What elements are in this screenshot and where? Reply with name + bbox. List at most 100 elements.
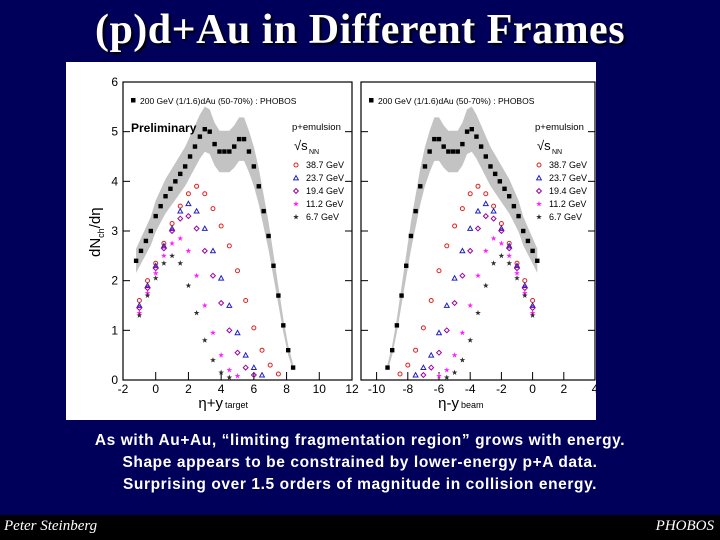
right-xtick-label: -8 <box>402 382 413 396</box>
left-point-dau <box>178 171 183 177</box>
left-point-dau <box>261 208 266 214</box>
right-xtick-label: -4 <box>465 382 476 396</box>
footer-bar <box>0 515 720 540</box>
left-point-s67 <box>218 369 224 375</box>
right-point-dau <box>521 228 526 234</box>
left-legend-label-s67: 6.7 GeV <box>306 212 339 222</box>
left-point-s67 <box>185 282 192 289</box>
right-point-s112 <box>459 329 466 336</box>
right-point-dau <box>488 164 493 169</box>
left-legend-label-s237: 23.7 GeV <box>306 173 344 183</box>
left-point-s38 <box>259 347 265 353</box>
right-point-dau <box>525 238 531 244</box>
right-point-s112 <box>498 240 505 246</box>
right-point-dau <box>408 233 414 239</box>
left-point-s112 <box>193 272 200 279</box>
right-point-s194 <box>443 327 450 334</box>
left-point-dau <box>246 149 252 154</box>
left-point-s38 <box>136 298 142 304</box>
left-point-dau <box>153 213 158 219</box>
right-point-dau <box>413 208 418 214</box>
right-point-dau <box>422 164 428 169</box>
right-point-s237 <box>521 282 529 289</box>
right-xlabel-sub: beam <box>461 400 484 410</box>
right-point-s237 <box>498 225 505 231</box>
right-xtick-label: 0 <box>529 382 536 396</box>
left-point-dau <box>227 149 232 154</box>
footer-collaboration: PHOBOS <box>655 518 714 534</box>
right-point-s112 <box>436 373 442 379</box>
left-point-s237 <box>160 242 168 249</box>
left-point-dau <box>187 154 193 159</box>
right-point-s112 <box>467 302 474 308</box>
right-point-dau <box>516 213 521 219</box>
left-point-s112 <box>169 240 175 246</box>
slide-title: (p)d+Au in Different Frames <box>94 7 626 53</box>
left-point-s112 <box>161 252 167 259</box>
left-point-s237 <box>185 200 192 207</box>
left-point-s112 <box>201 302 208 308</box>
left-xtick-label: 6 <box>251 382 258 396</box>
left-preliminary-label: Preliminary <box>131 121 197 135</box>
right-point-s194 <box>490 215 497 222</box>
left-xlabel-sub: target <box>225 400 249 410</box>
right-legend-sqrt-sub: NN <box>552 149 562 156</box>
left-point-s67 <box>161 260 167 266</box>
chart-figure: -2 0 2 4 6 8 10 12 0 1 2 3 4 5 6 200 GeV (1/1.6)dAu (50… <box>66 62 596 420</box>
right-point-s194 <box>420 371 427 379</box>
right-point-dau <box>530 248 535 254</box>
right-point-s38 <box>530 298 536 304</box>
left-point-dau <box>138 248 144 254</box>
right-point-s112 <box>490 235 497 241</box>
right-point-dau <box>507 194 512 199</box>
left-point-s67 <box>152 275 159 281</box>
left-point-s67 <box>177 260 184 266</box>
left-point-dau <box>168 186 173 191</box>
left-point-s38 <box>243 298 249 304</box>
left-legend-marker-s194 <box>292 187 300 195</box>
left-point-dau <box>158 203 163 209</box>
left-ytick-label: 3 <box>111 224 118 238</box>
right-point-s38 <box>413 347 419 353</box>
right-point-s38 <box>452 223 458 229</box>
right-point-s38 <box>491 203 497 209</box>
right-point-dau <box>394 323 400 328</box>
right-point-dau <box>478 144 484 149</box>
left-point-dau <box>143 238 149 244</box>
right-point-s237 <box>490 207 497 214</box>
left-point-s67 <box>144 292 151 298</box>
left-point-s67 <box>169 252 175 259</box>
left-point-s38 <box>275 371 281 377</box>
left-point-dau <box>212 141 217 147</box>
right-point-s38 <box>428 298 434 304</box>
right-point-dau <box>390 348 395 353</box>
right-point-s67 <box>514 275 520 281</box>
right-point-s38 <box>498 221 504 227</box>
right-point-s112 <box>506 252 513 259</box>
caption-line-2: Shape appears to be constrained by lower… <box>122 454 598 471</box>
left-point-s237 <box>168 225 176 231</box>
left-point-s38 <box>267 362 273 368</box>
right-point-s67 <box>498 252 505 259</box>
left-point-s67 <box>226 374 233 380</box>
caption-line-1: As with Au+Au, “limiting fragmentation r… <box>94 432 626 449</box>
right-point-dau <box>450 149 456 154</box>
left-legend-sqrt: √s <box>294 138 308 153</box>
right-point-dau <box>446 149 451 154</box>
left-ytick-label: 0 <box>111 373 118 387</box>
right-xlabel: η-y <box>438 395 459 412</box>
left-point-s237 <box>201 225 209 231</box>
left-point-s194 <box>193 225 200 232</box>
left-point-s194 <box>160 245 167 252</box>
right-point-dau <box>455 149 460 154</box>
left-point-s194 <box>177 215 184 222</box>
right-point-s112 <box>451 352 458 358</box>
right-legend-label-s67: 6.7 GeV <box>549 212 582 222</box>
left-point-dau <box>133 258 139 263</box>
right-point-s237 <box>420 364 427 371</box>
right-point-dau <box>399 293 404 298</box>
right-legend-marker-s67 <box>536 214 542 220</box>
left-point-s237 <box>144 282 151 289</box>
left-xtick-label: -2 <box>118 382 129 396</box>
